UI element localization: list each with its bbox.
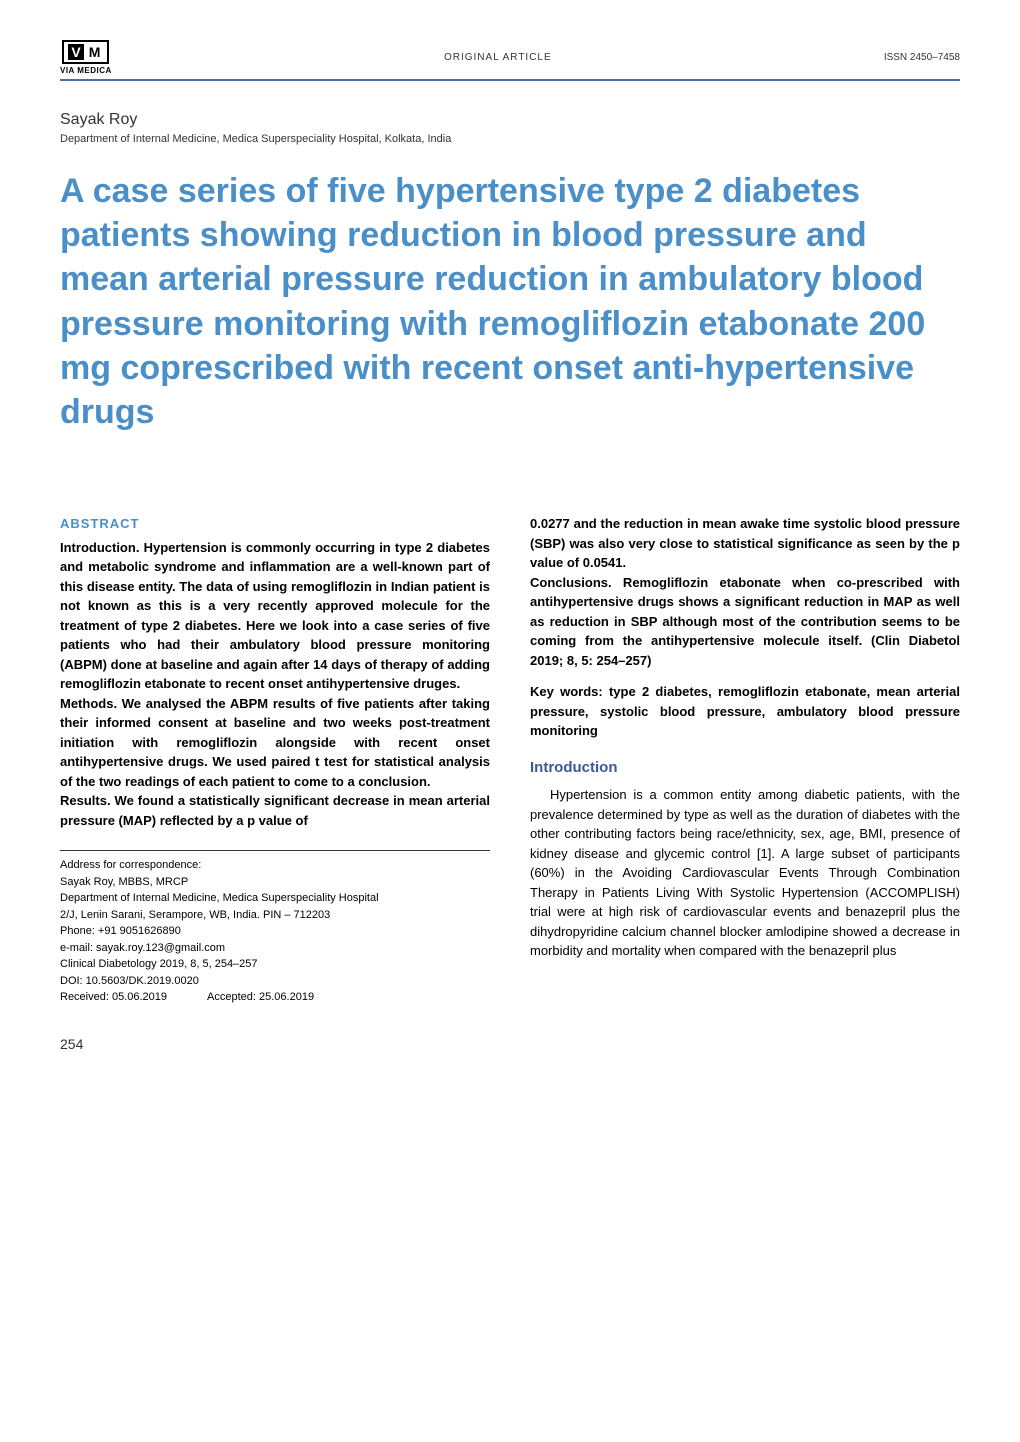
article-type: ORIGINAL ARTICLE — [444, 52, 552, 63]
right-column: 0.0277 and the reduction in mean awake t… — [530, 514, 960, 1006]
left-column: ABSTRACT Introduction. Hypertension is c… — [60, 514, 490, 1006]
introduction-text: Hypertension is a common entity among di… — [530, 785, 960, 961]
issn: ISSN 2450–7458 — [884, 52, 960, 63]
content-columns: ABSTRACT Introduction. Hypertension is c… — [60, 514, 960, 1006]
correspondence-dates: Received: 05.06.2019 Accepted: 25.06.201… — [60, 989, 490, 1006]
header-bar: V M VIA MEDICA ORIGINAL ARTICLE ISSN 245… — [60, 40, 960, 81]
abstract-heading: ABSTRACT — [60, 514, 490, 534]
introduction-heading: Introduction — [530, 757, 960, 780]
publisher-logo: V M VIA MEDICA — [60, 40, 112, 75]
abstract-results: Results. We found a statistically signif… — [60, 791, 490, 830]
correspondence-label: Address for correspondence: — [60, 857, 490, 874]
author-affiliation: Department of Internal Medicine, Medica … — [60, 133, 960, 145]
correspondence-dept: Department of Internal Medicine, Medica … — [60, 890, 490, 907]
correspondence-name: Sayak Roy, MBBS, MRCP — [60, 874, 490, 891]
publisher-name: VIA MEDICA — [60, 66, 112, 75]
page-number: 254 — [60, 1036, 960, 1052]
correspondence-block: Address for correspondence: Sayak Roy, M… — [60, 850, 490, 1006]
logo-box: V M — [62, 40, 109, 64]
abstract-conclusions: Conclusions. Remogliflozin etabonate whe… — [530, 573, 960, 671]
correspondence-doi: DOI: 10.5603/DK.2019.0020 — [60, 973, 490, 990]
abstract-methods: Methods. We analysed the ABPM results of… — [60, 694, 490, 792]
correspondence-journal: Clinical Diabetology 2019, 8, 5, 254–257 — [60, 956, 490, 973]
author-section: Sayak Roy Department of Internal Medicin… — [60, 111, 960, 145]
abstract-keywords: Key words: type 2 diabetes, remogliflozi… — [530, 682, 960, 741]
author-name: Sayak Roy — [60, 111, 960, 129]
abstract-results-cont: 0.0277 and the reduction in mean awake t… — [530, 514, 960, 573]
article-title: A case series of five hypertensive type … — [60, 169, 960, 434]
correspondence-email: e-mail: sayak.roy.123@gmail.com — [60, 940, 490, 957]
correspondence-address: 2/J, Lenin Sarani, Serampore, WB, India.… — [60, 907, 490, 924]
abstract-introduction: Introduction. Hypertension is commonly o… — [60, 538, 490, 694]
received-date: Received: 05.06.2019 — [60, 989, 167, 1006]
logo-m-icon: M — [86, 44, 104, 60]
correspondence-phone: Phone: +91 9051626890 — [60, 923, 490, 940]
logo-v-icon: V — [68, 44, 83, 60]
accepted-date: Accepted: 25.06.2019 — [207, 989, 314, 1006]
